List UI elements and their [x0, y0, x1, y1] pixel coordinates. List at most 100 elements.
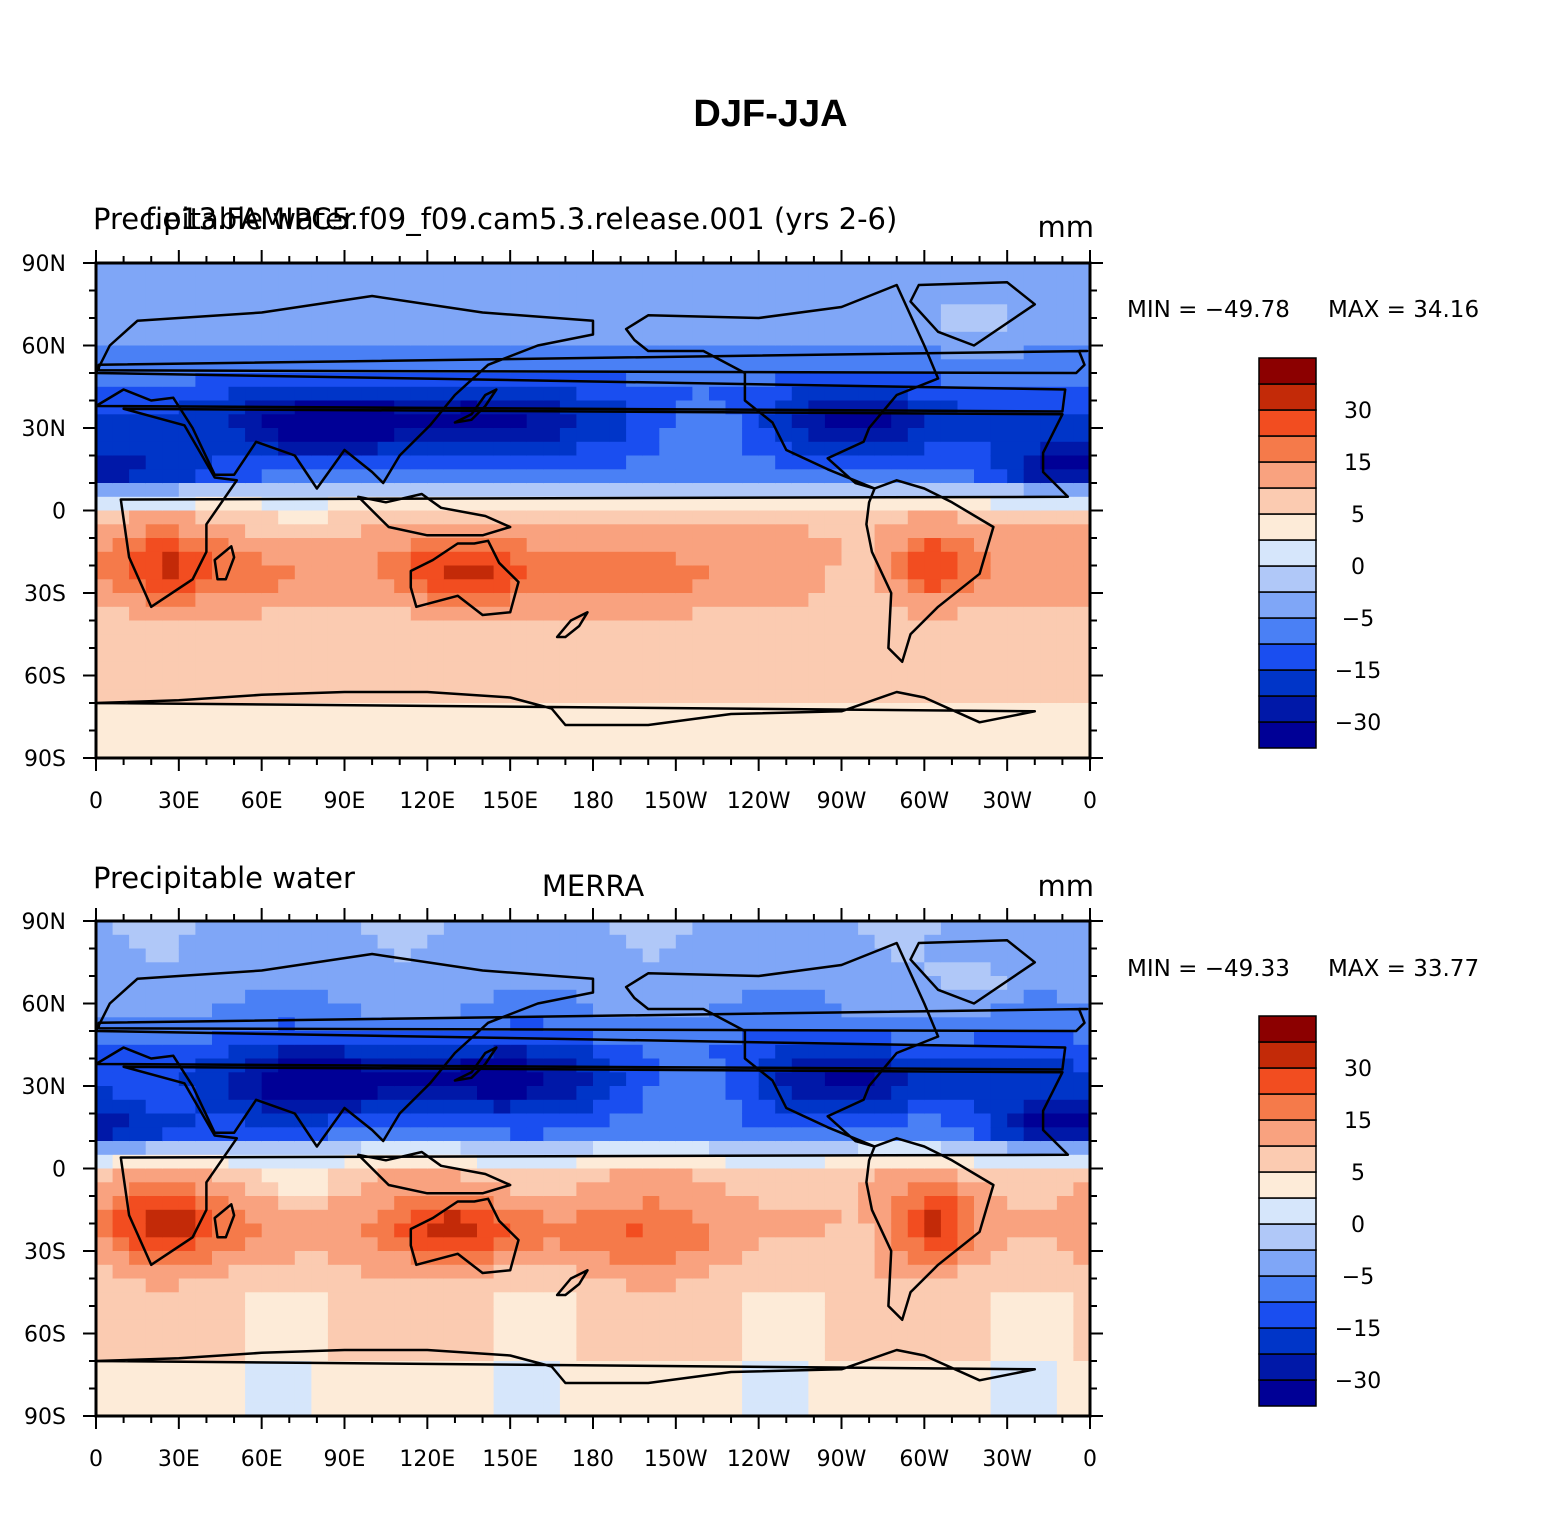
field-cell	[327, 331, 346, 347]
field-cell	[974, 689, 992, 704]
field-cell	[891, 373, 909, 388]
field-cell	[145, 1127, 163, 1142]
field-cell	[742, 1374, 760, 1390]
field-cell	[510, 1086, 528, 1101]
field-cell	[824, 1182, 843, 1197]
field-cell	[841, 1031, 859, 1046]
field-cell	[278, 1113, 296, 1128]
field-cell	[377, 989, 395, 1005]
field-cell	[642, 538, 660, 553]
field-cell	[443, 948, 462, 963]
field-cell	[974, 304, 992, 319]
field-cell	[593, 1168, 611, 1183]
field-cell	[394, 1237, 412, 1252]
field-cell	[1073, 469, 1090, 484]
field-cell	[775, 989, 793, 1005]
field-cell	[940, 962, 959, 977]
field-cell	[1056, 359, 1075, 374]
field-cell	[990, 634, 1008, 649]
field-cell	[410, 976, 428, 991]
field-cell	[195, 948, 213, 963]
field-cell	[907, 1168, 925, 1183]
field-cell	[212, 1086, 230, 1101]
field-cell	[808, 948, 826, 963]
field-cell	[675, 1086, 693, 1101]
field-cell	[858, 962, 876, 977]
field-cell	[924, 1333, 942, 1348]
field-cell	[742, 1072, 760, 1087]
field-cell	[675, 1388, 693, 1403]
field-cell	[1056, 1278, 1075, 1293]
field-cell	[692, 744, 710, 758]
field-cell	[129, 934, 147, 950]
field-cell	[758, 510, 776, 525]
field-cell	[460, 976, 478, 991]
field-cell	[526, 1402, 544, 1416]
field-cell	[692, 934, 710, 950]
field-cell	[725, 1388, 743, 1403]
field-cell	[642, 510, 660, 525]
y-tick-label: 60N	[22, 993, 66, 1018]
field-cell	[907, 1031, 925, 1046]
field-cell	[493, 1086, 511, 1101]
field-cell	[1023, 1086, 1041, 1101]
field-cell	[129, 989, 147, 1005]
field-cell	[742, 1127, 760, 1142]
field-cell	[311, 538, 329, 553]
field-cell	[891, 1182, 909, 1197]
field-cell	[1056, 469, 1075, 484]
field-cell	[195, 1141, 213, 1156]
field-cell	[709, 634, 727, 649]
field-cell	[410, 1264, 428, 1280]
field-cell	[659, 716, 677, 732]
field-cell	[626, 1292, 644, 1307]
field-cell	[1073, 1319, 1090, 1335]
field-cell	[510, 276, 528, 292]
panel-model: Precipitable water f.e13.FAMIPC5.f09_f09…	[22, 202, 1480, 814]
field-cell	[808, 1099, 826, 1115]
field-cell	[725, 921, 743, 936]
field-cell	[510, 1099, 528, 1115]
field-cell	[675, 1237, 693, 1252]
field-cell	[559, 976, 578, 991]
field-cell	[1023, 1044, 1041, 1060]
field-cell	[808, 510, 826, 525]
field-cell	[493, 483, 511, 498]
colorbar-box	[1258, 1145, 1317, 1173]
field-cell	[543, 1223, 561, 1238]
field-cell	[1056, 1333, 1075, 1348]
field-cell	[294, 675, 312, 690]
field-cell	[394, 318, 412, 333]
field-cell	[112, 976, 130, 991]
field-cell	[907, 634, 925, 649]
field-cell	[294, 1168, 312, 1183]
field-cell	[1023, 510, 1041, 525]
field-cell	[377, 1388, 395, 1403]
field-cell	[742, 620, 760, 635]
field-cell	[245, 579, 263, 594]
field-cell	[261, 1209, 279, 1225]
field-cell	[195, 1044, 213, 1060]
field-cell	[510, 510, 528, 525]
field-cell	[675, 1072, 693, 1087]
field-cell	[294, 1347, 312, 1362]
field-cell	[344, 716, 362, 732]
field-cell	[212, 744, 230, 758]
field-cell	[493, 620, 511, 635]
field-cell	[940, 661, 959, 677]
field-cell	[874, 921, 892, 936]
field-cell	[659, 948, 677, 963]
field-cell	[990, 565, 1008, 580]
field-cell	[609, 1072, 627, 1087]
field-cell	[145, 606, 163, 622]
field-cell	[1040, 1361, 1058, 1376]
x-tick-label: 180	[572, 789, 614, 814]
field-cell	[344, 634, 362, 649]
field-cell	[162, 921, 180, 936]
field-cell	[294, 1306, 312, 1321]
field-cell	[675, 441, 693, 457]
field-cell	[775, 1402, 793, 1416]
field-cell	[1073, 744, 1090, 758]
field-cell	[1040, 455, 1058, 470]
field-cell	[758, 1251, 776, 1266]
